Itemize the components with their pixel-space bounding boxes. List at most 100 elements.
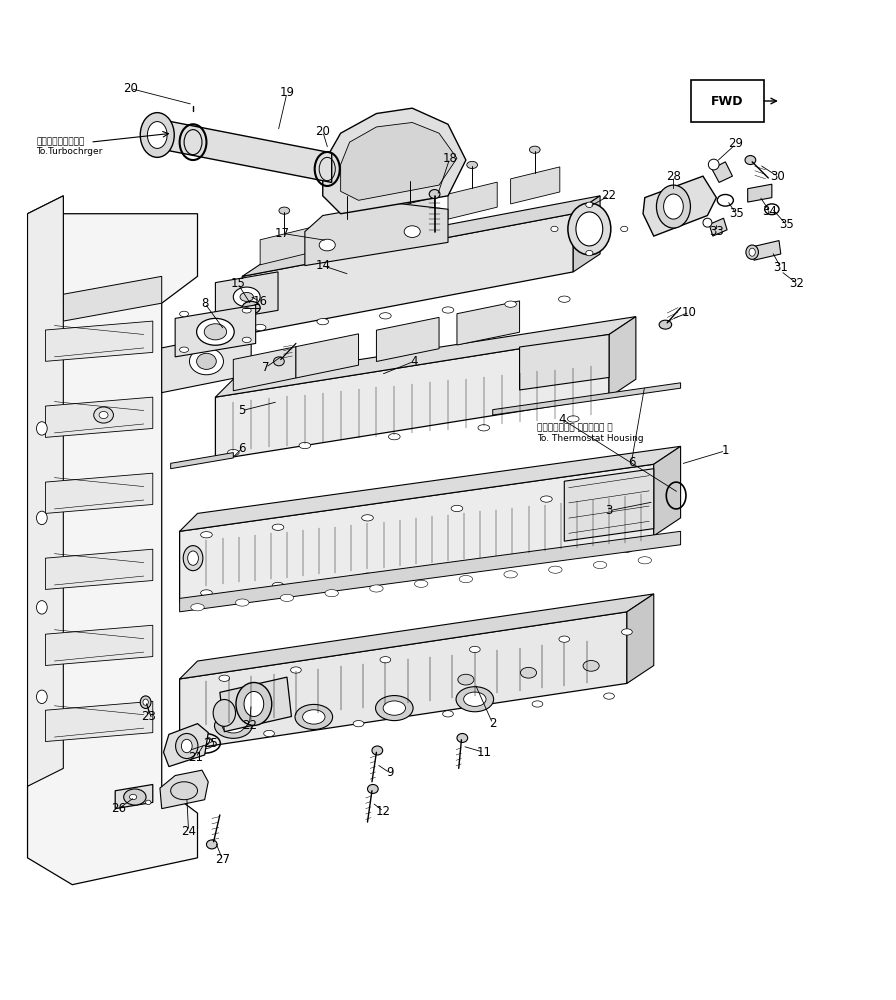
Polygon shape: [175, 305, 255, 357]
Text: 9: 9: [386, 766, 393, 779]
Ellipse shape: [463, 692, 486, 706]
Polygon shape: [46, 625, 153, 666]
Ellipse shape: [295, 704, 332, 729]
Text: 27: 27: [215, 853, 230, 866]
Text: 28: 28: [666, 170, 681, 183]
Ellipse shape: [367, 784, 378, 793]
Polygon shape: [170, 453, 233, 469]
Ellipse shape: [191, 604, 204, 611]
Ellipse shape: [273, 357, 284, 366]
Ellipse shape: [37, 511, 47, 525]
Ellipse shape: [383, 701, 406, 715]
Text: 24: 24: [181, 825, 196, 838]
Text: 6: 6: [627, 456, 635, 469]
Ellipse shape: [189, 348, 223, 375]
Polygon shape: [46, 397, 153, 437]
Text: 7: 7: [262, 361, 270, 374]
Polygon shape: [220, 677, 291, 732]
Polygon shape: [296, 334, 358, 378]
Ellipse shape: [638, 557, 651, 564]
Ellipse shape: [451, 505, 462, 512]
Polygon shape: [161, 120, 332, 182]
Ellipse shape: [124, 789, 146, 805]
Ellipse shape: [214, 713, 252, 738]
Ellipse shape: [443, 711, 453, 717]
Polygon shape: [323, 108, 466, 214]
Polygon shape: [305, 203, 448, 266]
Ellipse shape: [443, 307, 453, 313]
Polygon shape: [46, 549, 153, 589]
Polygon shape: [116, 784, 153, 809]
Text: 35: 35: [779, 218, 794, 231]
Ellipse shape: [196, 318, 234, 345]
Ellipse shape: [540, 496, 552, 502]
Ellipse shape: [745, 245, 758, 259]
Ellipse shape: [380, 313, 392, 319]
Ellipse shape: [457, 733, 468, 742]
Text: 1: 1: [721, 444, 729, 457]
Polygon shape: [710, 218, 728, 236]
Polygon shape: [215, 317, 636, 397]
Ellipse shape: [196, 353, 216, 369]
Ellipse shape: [521, 667, 537, 678]
Ellipse shape: [242, 308, 251, 313]
Polygon shape: [242, 196, 600, 276]
Ellipse shape: [559, 636, 570, 642]
Ellipse shape: [362, 515, 374, 521]
Polygon shape: [163, 724, 208, 767]
Ellipse shape: [170, 782, 197, 800]
Ellipse shape: [176, 733, 198, 759]
Ellipse shape: [586, 250, 593, 256]
Ellipse shape: [242, 301, 260, 314]
Polygon shape: [376, 317, 439, 361]
Ellipse shape: [213, 699, 236, 726]
Ellipse shape: [558, 296, 570, 302]
Ellipse shape: [456, 687, 494, 712]
Polygon shape: [643, 176, 717, 236]
Ellipse shape: [415, 580, 428, 587]
Text: 17: 17: [275, 227, 290, 240]
Ellipse shape: [222, 719, 245, 733]
Text: 5: 5: [238, 404, 246, 417]
Ellipse shape: [621, 546, 633, 552]
Ellipse shape: [181, 739, 192, 753]
Text: FWD: FWD: [711, 95, 744, 108]
Ellipse shape: [404, 226, 420, 237]
Polygon shape: [46, 473, 153, 513]
Ellipse shape: [548, 566, 562, 573]
Text: 35: 35: [728, 207, 744, 220]
Ellipse shape: [341, 192, 352, 199]
Ellipse shape: [141, 113, 174, 157]
Ellipse shape: [325, 590, 339, 597]
Polygon shape: [609, 317, 636, 397]
Polygon shape: [28, 196, 197, 885]
Ellipse shape: [236, 599, 249, 606]
Text: 12: 12: [376, 805, 391, 818]
Ellipse shape: [429, 190, 440, 199]
Ellipse shape: [745, 156, 755, 165]
Ellipse shape: [551, 226, 558, 232]
Text: 33: 33: [709, 225, 724, 238]
Text: 4: 4: [559, 413, 566, 426]
Text: 20: 20: [315, 125, 331, 138]
Polygon shape: [46, 321, 153, 361]
Text: 25: 25: [203, 737, 219, 750]
Text: 26: 26: [111, 802, 126, 815]
Text: ターボチャージャへ
To.Turbochrger: ターボチャージャへ To.Turbochrger: [37, 137, 103, 156]
Ellipse shape: [504, 571, 517, 578]
Polygon shape: [179, 594, 654, 679]
Polygon shape: [654, 446, 681, 536]
Ellipse shape: [242, 337, 251, 343]
Polygon shape: [64, 276, 161, 321]
FancyBboxPatch shape: [692, 80, 763, 122]
Ellipse shape: [657, 185, 691, 228]
Polygon shape: [747, 184, 771, 202]
Polygon shape: [159, 770, 208, 809]
Ellipse shape: [272, 524, 284, 530]
Ellipse shape: [451, 564, 462, 570]
Text: 8: 8: [201, 297, 209, 310]
Ellipse shape: [576, 212, 603, 246]
Ellipse shape: [586, 202, 593, 207]
Polygon shape: [448, 182, 497, 219]
Ellipse shape: [567, 416, 579, 422]
